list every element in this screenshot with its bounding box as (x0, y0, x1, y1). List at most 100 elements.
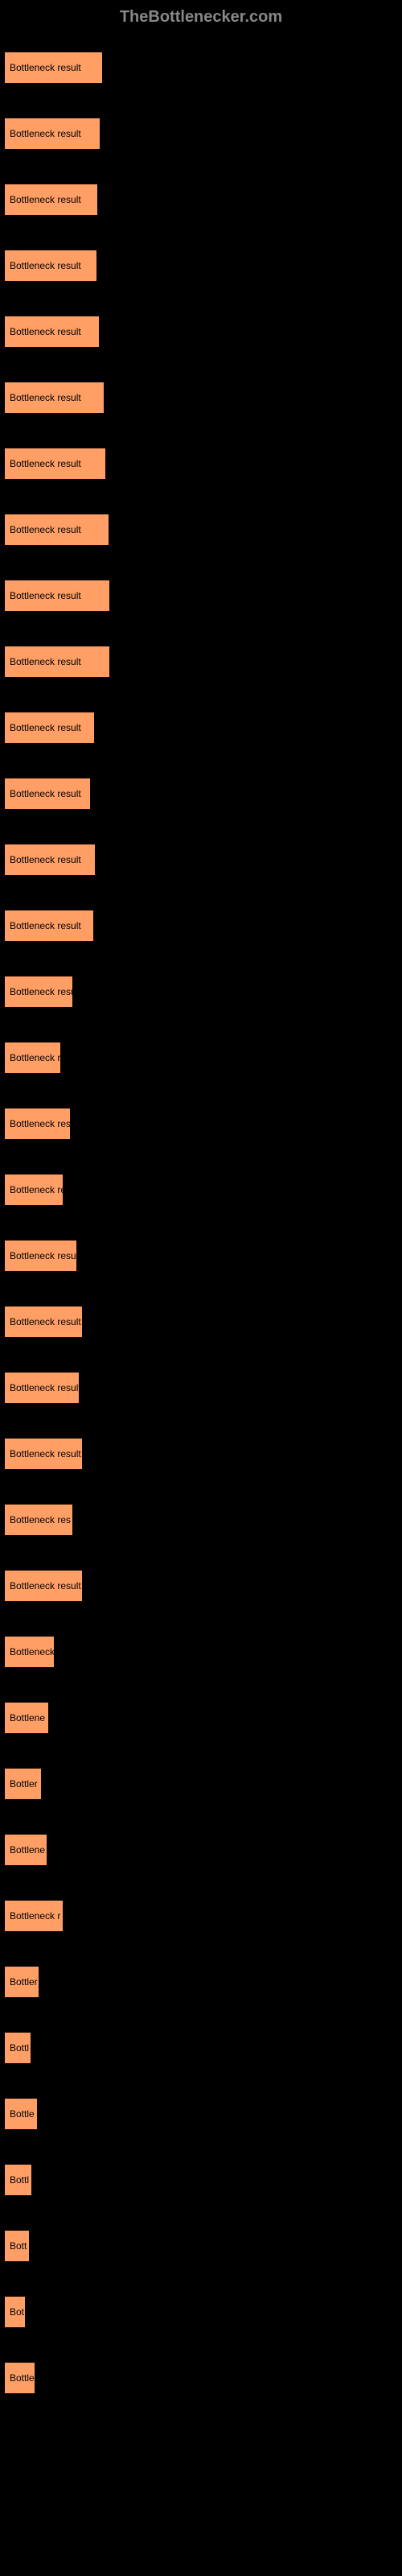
bar-label: Bottleneck result (10, 194, 81, 205)
bar-label: Bottleneck result (10, 656, 81, 667)
bar-label: Bottl (10, 2174, 29, 2186)
bottleneck-bar[interactable]: Bottle (4, 2362, 35, 2394)
bar-row: Bottler (4, 1957, 398, 2007)
bar-label: Bottleneck r (10, 1910, 60, 1922)
bar-row: Bot (4, 2287, 398, 2337)
bottleneck-bar[interactable]: Bottlene (4, 1702, 49, 1734)
bar-label: Bottle (10, 2108, 35, 2120)
bar-row: Bottleneck result (4, 1429, 398, 1479)
bar-label: Bottleneck result (10, 1448, 81, 1459)
bar-row: Bottleneck result (4, 967, 398, 1017)
bottleneck-bar[interactable]: Bottleneck resu (4, 1240, 77, 1272)
bar-label: Bottleneck (10, 1646, 55, 1657)
bar-label: Bottlene (10, 1712, 45, 1724)
bar-row: Bottleneck result (4, 175, 398, 225)
bar-row: Bottleneck result (4, 109, 398, 159)
bottleneck-bar[interactable]: Bottleneck result (4, 1438, 83, 1470)
bottleneck-bar[interactable]: Bottleneck result (4, 1174, 64, 1206)
bar-label: Bottlene (10, 1844, 45, 1856)
bottleneck-bar[interactable]: Bottleneck result (4, 250, 97, 282)
bar-label: Bottleneck result (10, 1052, 81, 1063)
bar-row: Bottleneck res (4, 1495, 398, 1545)
bottleneck-bar[interactable]: Bottleneck result (4, 316, 100, 348)
bar-row: Bottleneck resu (4, 1231, 398, 1281)
bar-row: Bottleneck result (4, 1561, 398, 1611)
bar-row: Bottleneck result (4, 505, 398, 555)
bar-row: Bottle (4, 2353, 398, 2403)
bar-label: Bottleneck result (10, 788, 81, 799)
bar-row: Bottleneck result (4, 1363, 398, 1413)
bar-row: Bottleneck (4, 1627, 398, 1677)
bottleneck-bar[interactable]: Bottleneck result (4, 1042, 61, 1074)
bottleneck-bar[interactable]: Bottlene (4, 1834, 47, 1866)
bottleneck-bar[interactable]: Bottleneck result (4, 580, 110, 612)
bar-label: Bottleneck result (10, 1580, 81, 1591)
bar-label: Bottleneck result (10, 458, 81, 469)
bottleneck-bar[interactable]: Bottleneck result (4, 778, 91, 810)
bar-label: Bottleneck result (10, 260, 81, 271)
bar-row: Bott (4, 2221, 398, 2271)
bar-label: Bottleneck result (10, 392, 81, 403)
bar-label: Bottler (10, 1778, 38, 1790)
bar-row: Bottleneck result (4, 835, 398, 885)
bottleneck-bar[interactable]: Bottl (4, 2032, 31, 2064)
bar-label: Bottleneck result (10, 722, 81, 733)
bottleneck-bar[interactable]: Bottleneck result (4, 712, 95, 744)
bottleneck-bar[interactable]: Bottleneck result (4, 976, 73, 1008)
bar-label: Bottleneck result (10, 1184, 81, 1195)
bar-label: Bottleneck result (10, 1316, 81, 1327)
bar-label: Bottleneck result (10, 986, 81, 997)
bottleneck-bar[interactable]: Bottleneck result (4, 448, 106, 480)
bottleneck-bar[interactable]: Bottleneck r (4, 1900, 64, 1932)
bottleneck-bar[interactable]: Bottler (4, 1966, 39, 1998)
bottleneck-bar[interactable]: Bottleneck result (4, 52, 103, 84)
bar-label: Bottleneck result (10, 128, 81, 139)
bar-label: Bottler (10, 1976, 38, 1988)
bar-row: Bottle (4, 2089, 398, 2139)
bar-row: Bottler (4, 1759, 398, 1809)
bar-label: Bottleneck result (10, 590, 81, 601)
bottleneck-bar[interactable]: Bottleneck result (4, 382, 105, 414)
bottleneck-bar[interactable]: Bottleneck result (4, 646, 110, 678)
bottleneck-bar[interactable]: Bottle (4, 2098, 38, 2130)
bottleneck-bar[interactable]: Bottleneck result (4, 1372, 80, 1404)
bottleneck-bar[interactable]: Bottler (4, 1768, 42, 1800)
bottleneck-bar[interactable]: Bottleneck result (4, 184, 98, 216)
bottleneck-bar[interactable]: Bottleneck result (4, 514, 109, 546)
bottleneck-bar[interactable]: Bottl (4, 2164, 32, 2196)
bar-label: Bott (10, 2240, 27, 2252)
bar-label: Bottleneck result (10, 854, 81, 865)
bar-label: Bottleneck result (10, 326, 81, 337)
bar-label: Bottleneck result (10, 1382, 81, 1393)
bar-label: Bottleneck res (10, 1514, 71, 1525)
bar-row: Bottleneck result (4, 1033, 398, 1083)
bar-label: Bottleneck result (10, 1118, 81, 1129)
bar-row: Bottleneck result (4, 901, 398, 951)
bottleneck-bar[interactable]: Bottleneck result (4, 1570, 83, 1602)
site-header: TheBottlenecker.com (4, 8, 398, 27)
bar-label: Bot (10, 2306, 24, 2318)
bar-row: Bottl (4, 2155, 398, 2205)
bar-label: Bottleneck result (10, 920, 81, 931)
bottleneck-bar[interactable]: Bottleneck res (4, 1504, 73, 1536)
bottleneck-bar[interactable]: Bottleneck (4, 1636, 55, 1668)
bottleneck-chart: Bottleneck resultBottleneck resultBottle… (4, 43, 398, 2403)
bottleneck-bar[interactable]: Bottleneck result (4, 1108, 71, 1140)
bottleneck-bar[interactable]: Bot (4, 2296, 26, 2328)
bar-label: Bottl (10, 2042, 29, 2054)
bar-row: Bottleneck result (4, 1099, 398, 1149)
bottleneck-bar[interactable]: Bottleneck result (4, 844, 96, 876)
bar-row: Bottlene (4, 1693, 398, 1743)
bar-row: Bottleneck result (4, 769, 398, 819)
bar-row: Bottlene (4, 1825, 398, 1875)
bottleneck-bar[interactable]: Bott (4, 2230, 30, 2262)
bar-row: Bottleneck result (4, 1297, 398, 1347)
bottleneck-bar[interactable]: Bottleneck result (4, 910, 94, 942)
bar-label: Bottleneck result (10, 524, 81, 535)
bottleneck-bar[interactable]: Bottleneck result (4, 118, 100, 150)
bar-row: Bottleneck result (4, 307, 398, 357)
bar-label: Bottleneck resu (10, 1250, 76, 1261)
bar-label: Bottle (10, 2372, 35, 2384)
bottleneck-bar[interactable]: Bottleneck result (4, 1306, 83, 1338)
bar-row: Bottleneck result (4, 43, 398, 93)
